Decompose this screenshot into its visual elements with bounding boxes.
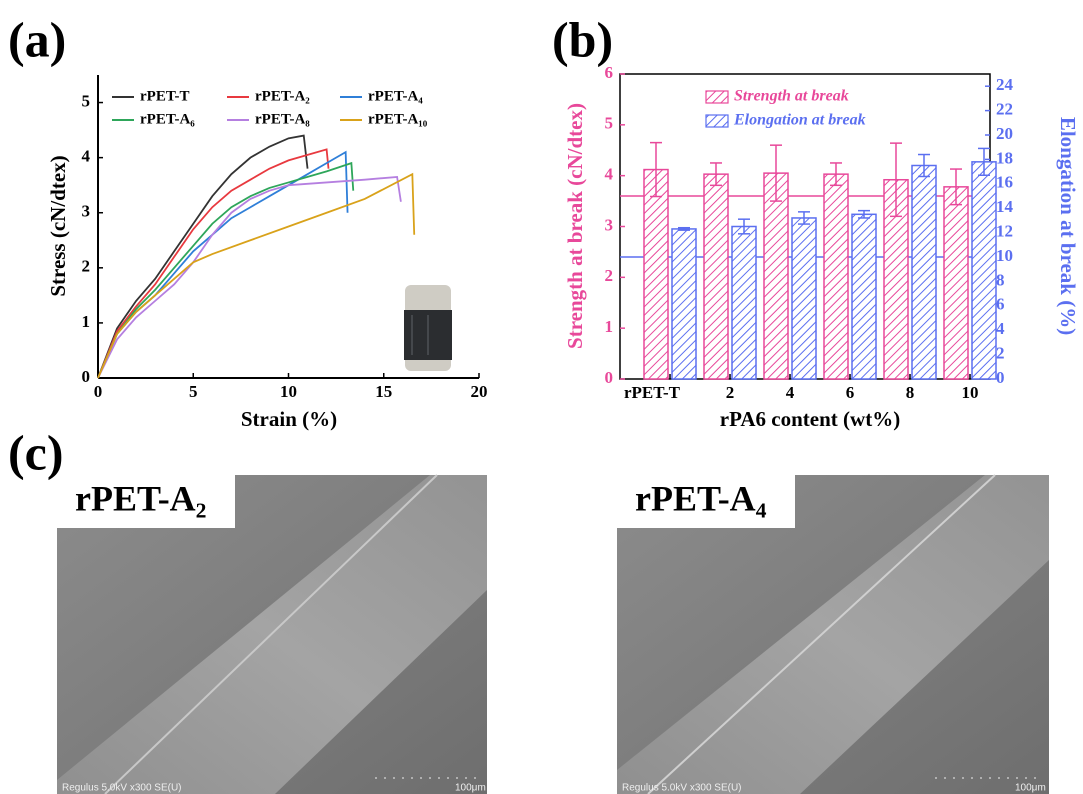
y-axis-title: Strength at break (cN/dtex) [563,103,587,349]
y-tick-label: 0 [82,367,91,386]
bar [944,187,968,379]
bar [764,173,788,379]
legend-label: rPET-A₈ [255,111,310,127]
y-tick-label: 2 [605,266,614,285]
x-tick-label: 10 [280,382,297,401]
scale-bar-label: 100μm [1015,783,1046,794]
x-tick-label: 4 [786,383,795,402]
y-tick-label: 4 [82,147,91,166]
sem-info: Regulus 5.0kV x300 SE(U) [62,783,182,794]
y2-tick-label: 2 [996,344,1005,363]
y-tick-label: 3 [605,215,614,234]
inset-photo [404,285,452,371]
y2-tick-label: 16 [996,173,1013,192]
y-tick-label: 5 [605,114,614,133]
legend-label: Strength at break [734,88,849,105]
sem-image [57,475,487,794]
bar [792,218,816,379]
x-tick-label: 6 [846,383,855,402]
y2-tick-label: 18 [996,148,1013,167]
legend-label: Elongation at break [733,112,866,129]
data-line [98,136,308,378]
x-tick-label: 15 [375,382,392,401]
data-line [98,149,329,378]
scale-bar-label: 100μm [455,783,486,794]
x-axis-title: rPA6 content (wt%) [720,407,900,431]
y2-tick-label: 20 [996,124,1013,143]
y2-tick-label: 12 [996,222,1013,241]
x-tick-label: 8 [906,383,915,402]
panel-label: (b) [552,11,613,67]
data-line [98,152,348,378]
legend-swatch [706,115,728,127]
y-tick-label: 4 [605,165,614,184]
sem-label: rPET-A₂ [75,478,206,518]
y2-tick-label: 14 [996,197,1014,216]
y2-tick-label: 8 [996,270,1005,289]
bar [972,162,996,379]
x-tick-label: 20 [471,382,488,401]
y-tick-label: 3 [82,202,91,221]
y2-tick-label: 6 [996,295,1005,314]
y-tick-label: 2 [82,257,91,276]
y2-tick-label: 24 [996,75,1014,94]
x-tick-label: 2 [726,383,735,402]
legend-swatch [706,91,728,103]
y-tick-label: 6 [605,63,614,82]
y2-tick-label: 4 [996,319,1005,338]
sem-image [617,475,1049,794]
legend-label: rPET-A₄ [368,88,423,104]
y-tick-label: 5 [82,91,91,110]
x-tick-label: 5 [189,382,198,401]
bar [912,166,936,380]
y-tick-label: 0 [605,368,614,387]
bar [732,227,756,380]
bar [852,214,876,379]
y2-axis-title: Elongation at break (%) [1056,117,1080,335]
y-axis-title: Stress (cN/dtex) [46,155,70,296]
y-tick-label: 1 [82,312,91,331]
x-tick-label: 0 [94,382,103,401]
y-tick-label: 1 [605,317,614,336]
sem-label: rPET-A₄ [635,478,767,518]
legend-label: rPET-T [140,88,189,104]
y2-tick-label: 0 [996,368,1005,387]
figure: (a) (b) (c) rPET-A₂ Regulus 5.0kV x300 S… [0,0,1083,794]
legend-label: rPET-A₁₀ [368,111,428,127]
bar [824,174,848,379]
panel-label: (a) [8,11,66,67]
x-tick-label: rPET-T [624,383,681,402]
sem-info: Regulus 5.0kV x300 SE(U) [622,783,742,794]
bar [672,229,696,379]
y2-tick-label: 10 [996,246,1013,265]
x-axis-title: Strain (%) [241,407,337,431]
panel-label: (c) [8,424,64,480]
legend-label: rPET-A₆ [140,111,195,127]
x-tick-label: 10 [962,383,979,402]
bar [704,174,728,379]
legend-label: rPET-A₂ [255,88,310,104]
bar [644,170,668,379]
y2-tick-label: 22 [996,100,1013,119]
